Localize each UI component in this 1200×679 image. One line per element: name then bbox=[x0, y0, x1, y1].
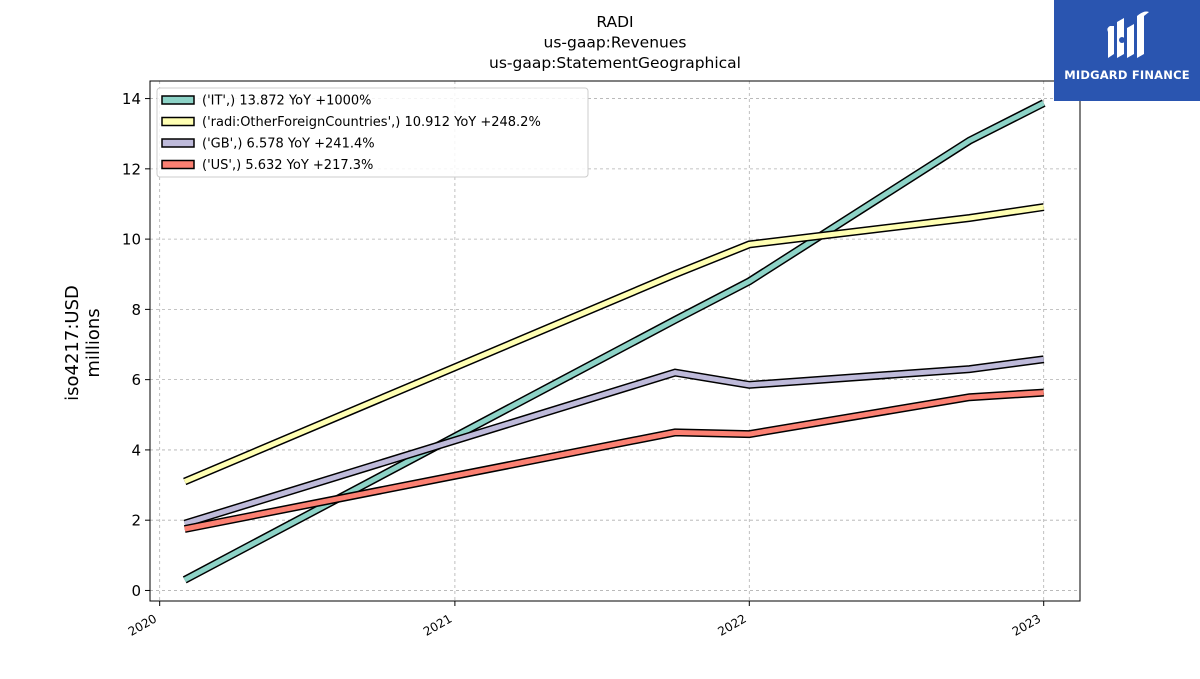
legend-swatch bbox=[161, 138, 195, 148]
series-line bbox=[183, 356, 1045, 527]
y-axis: 0 2 4 6 8 10 12 14 bbox=[122, 90, 150, 600]
y-tick-label: 6 bbox=[131, 371, 141, 389]
legend-label: ('GB',) 6.578 YoY +241.4% bbox=[202, 137, 375, 152]
logo-text: MIDGARD FINANCE bbox=[1064, 68, 1190, 82]
legend-box bbox=[156, 87, 589, 178]
legend-swatch bbox=[161, 116, 195, 127]
x-tick-label: 2022 bbox=[715, 611, 748, 638]
y-axis-label-line: millions bbox=[83, 308, 104, 377]
legend: ('IT',) 13.872 YoY +1000% ('radi:OtherFor… bbox=[156, 87, 589, 178]
y-axis-label-line: iso4217:USD bbox=[62, 285, 83, 401]
legend-label: ('radi:OtherForeignCountries',) 10.912 Y… bbox=[202, 115, 541, 130]
series-line bbox=[183, 100, 1045, 583]
x-tick-label: 2023 bbox=[1010, 611, 1043, 638]
legend-label: ('IT',) 13.872 YoY +1000% bbox=[202, 94, 372, 109]
series-lines bbox=[182, 99, 1046, 584]
x-tick-label: 2020 bbox=[126, 611, 159, 638]
y-tick-label: 4 bbox=[131, 441, 141, 459]
series-line bbox=[184, 390, 1044, 532]
chart-title-line: us-gaap:Revenues bbox=[544, 34, 687, 52]
y-tick-label: 14 bbox=[122, 90, 141, 108]
y-tick-label: 0 bbox=[131, 582, 141, 600]
logo-mark-icon bbox=[1107, 11, 1149, 58]
legend-label: ('US',) 5.632 YoY +217.3% bbox=[202, 158, 373, 173]
y-tick-label: 10 bbox=[122, 231, 141, 249]
legend-swatch bbox=[161, 95, 195, 105]
brand-logo: MIDGARD FINANCE bbox=[1054, 0, 1200, 101]
plot-frame bbox=[149, 80, 1081, 602]
y-tick-label: 2 bbox=[131, 512, 141, 530]
chart-title-line: RADI bbox=[596, 13, 633, 31]
series-line bbox=[183, 204, 1045, 484]
legend-swatch bbox=[161, 159, 195, 170]
y-tick-label: 12 bbox=[122, 160, 141, 178]
y-axis-label: iso4217:USD millions bbox=[62, 285, 104, 401]
x-axis: 2020 2021 2022 2023 bbox=[126, 601, 1045, 639]
y-tick-label: 8 bbox=[131, 301, 141, 319]
chart-title: RADI us-gaap:Revenues us-gaap:StatementGeo… bbox=[489, 13, 741, 72]
chart-title-line: us-gaap:StatementGeographical bbox=[489, 54, 741, 72]
x-tick-label: 2021 bbox=[421, 611, 454, 638]
